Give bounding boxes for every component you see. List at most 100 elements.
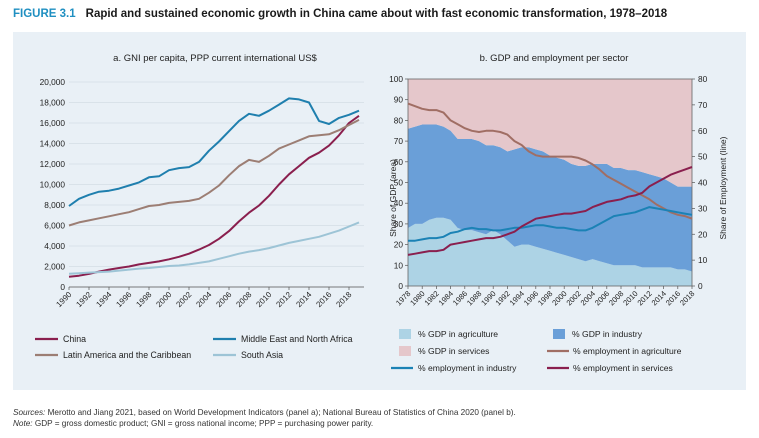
sources-text: Merotto and Jiang 2021, based on World D… <box>45 408 516 417</box>
legend-label-gdp-agriculture: % GDP in agriculture <box>418 329 498 339</box>
panel-b-y-tick-label: 70 <box>394 136 404 146</box>
legend-swatch-gdp-agriculture <box>399 329 411 339</box>
figure-header: FIGURE 3.1 Rapid and sustained economic g… <box>13 8 667 20</box>
panel-b-x-tick-label: 1982 <box>422 289 440 307</box>
legend-item-gdp-services: % GDP in services <box>399 346 489 356</box>
legend-label-gdp-industry: % GDP in industry <box>572 329 643 339</box>
panel-b-x-tick-label: 1992 <box>493 289 511 307</box>
panel-b-y-tick-label: 0 <box>398 281 403 291</box>
panel-b-x-tick-label: 2004 <box>579 289 597 307</box>
legend-item-emp-agriculture: % employment in agriculture <box>547 346 682 356</box>
panel-b-y-tick-label: 80 <box>394 115 404 125</box>
panel-b-y-tick-label: 30 <box>394 219 404 229</box>
series-line-latin-america-and-the-caribbean <box>68 119 360 227</box>
panel-a-title: a. GNI per capita, PPP current internati… <box>113 53 317 64</box>
panel-a-x-tick-label: 2018 <box>334 290 353 309</box>
panel-b-y2-tick-label: 80 <box>698 74 708 84</box>
panel-a-gni-chart: a. GNI per capita, PPP current internati… <box>40 53 364 309</box>
panel-a-x-tick-label: 2002 <box>174 290 193 309</box>
panel-b-y2-tick-label: 0 <box>698 281 703 291</box>
panel-b-employment-lines <box>407 102 693 256</box>
panel-b-y-tick-label: 90 <box>394 95 404 105</box>
area-gdp-in-services <box>408 79 692 187</box>
legend-label-mena: Middle East and North Africa <box>241 334 353 344</box>
panel-b-x-tick-label: 2000 <box>550 289 568 307</box>
panel-a-gridlines <box>69 81 364 288</box>
panel-b-title: b. GDP and employment per sector <box>480 53 629 64</box>
panel-b-y-tick-label: 100 <box>389 74 403 84</box>
panel-a-x-tick-label: 1990 <box>54 290 73 309</box>
panel-b-gdp-areas <box>407 78 693 287</box>
panel-b-sector-chart: b. GDP and employment per sector 0 10 20 30… <box>388 53 728 307</box>
panel-a-y-tick-label: 12,000 <box>40 159 66 169</box>
panel-b-x-tick-label: 2018 <box>678 289 696 307</box>
panel-a-x-tick-label: 1994 <box>94 290 113 309</box>
panel-a-x-tick-label: 2012 <box>274 290 293 309</box>
sources-label: Sources: <box>13 408 46 417</box>
panel-a-x-tick-label: 2004 <box>194 290 213 309</box>
panel-a-y-tick-label: 4,000 <box>44 241 65 251</box>
sources-line: Sources: Merotto and Jiang 2021, based o… <box>13 407 516 418</box>
panel-a-x-tick-label: 1996 <box>114 290 133 309</box>
panel-a-y-tick-label: 16,000 <box>40 118 66 128</box>
panel-b-y2-tick-label: 20 <box>698 229 708 239</box>
panel-b-y2-tick-label: 40 <box>698 178 708 188</box>
panel-b-y2-ticks: 0 10 20 30 40 50 60 70 80 <box>692 74 708 291</box>
panel-b-x-tick-label: 1980 <box>408 289 426 307</box>
legend-swatch-gdp-industry <box>553 329 565 339</box>
panel-b-x-tick-label: 2012 <box>635 289 653 307</box>
panel-b-y-axis-label: Share of GDP (area) <box>388 159 398 237</box>
panel-b-x-tick-label: 1984 <box>437 289 455 307</box>
panel-a-y-tick-label: 2,000 <box>44 262 65 272</box>
legend-item-gdp-industry: % GDP in industry <box>553 329 643 339</box>
panel-b-x-tick-label: 1994 <box>508 289 526 307</box>
panel-b-x-tick-label: 1978 <box>394 289 412 307</box>
footnotes: Sources: Merotto and Jiang 2021, based o… <box>13 407 516 429</box>
legend-label-emp-services: % employment in services <box>573 363 673 373</box>
legend-item-south-asia: South Asia <box>213 350 283 360</box>
panel-b-y2-axis-label: Share of Employment (line) <box>718 136 728 239</box>
panel-b-y2-tick-label: 30 <box>698 203 708 213</box>
note-text: GDP = gross domestic product; GNI = gros… <box>32 419 374 428</box>
legend-item-emp-industry: % employment in industry <box>391 363 517 373</box>
legend-swatch-gdp-services <box>399 346 411 356</box>
panel-a-x-tick-label: 2010 <box>254 290 273 309</box>
series-line-employment-in-services <box>407 166 693 256</box>
legend-item-lac: Latin America and the Caribbean <box>35 350 191 360</box>
series-line-employment-in-industry <box>408 206 693 242</box>
panel-b-y-tick-label: 50 <box>394 178 404 188</box>
panel-b-y2-tick-label: 50 <box>698 152 708 162</box>
panel-b-legend: % GDP in agriculture % GDP in industry %… <box>391 329 682 373</box>
panel-a-y-tick-label: 10,000 <box>40 180 66 190</box>
note-line: Note: GDP = gross domestic product; GNI … <box>13 418 516 429</box>
panel-a-y-tick-label: 14,000 <box>40 139 66 149</box>
legend-label-lac: Latin America and the Caribbean <box>63 350 191 360</box>
panel-a-x-tick-label: 1998 <box>134 290 153 309</box>
series-line-employment-in-agriculture <box>407 102 693 220</box>
panel-b-x-tick-label: 1998 <box>536 289 554 307</box>
panel-a-y-tick-label: 6,000 <box>44 221 65 231</box>
panel-a-y-tick-label: 8,000 <box>44 200 65 210</box>
panel-b-x-tick-label: 1988 <box>465 289 483 307</box>
series-line-south-asia <box>68 221 360 275</box>
area-gdp-in-agriculture <box>408 217 692 286</box>
note-label: Note: <box>13 419 33 428</box>
panel-b-y2-tick-label: 60 <box>698 126 708 136</box>
panel-b-x-tick-label: 2010 <box>621 289 639 307</box>
panel-a-y-tick-label: 18,000 <box>40 98 66 108</box>
panel-b-x-tick-label: 2006 <box>593 289 611 307</box>
legend-item-gdp-agriculture: % GDP in agriculture <box>399 329 498 339</box>
panel-b-y-tick-label: 10 <box>394 260 404 270</box>
panel-b-y2-tick-label: 70 <box>698 100 708 110</box>
panel-a-x-tick-label: 2014 <box>294 290 313 309</box>
panel-b-x-tick-label: 1990 <box>479 289 497 307</box>
legend-label-emp-industry: % employment in industry <box>418 363 517 373</box>
series-line-china <box>68 114 360 278</box>
panel-b-y-ticks: 0 10 20 30 40 50 60 70 80 90 100 <box>389 74 408 291</box>
panel-b-x-tick-label: 2002 <box>564 289 582 307</box>
legend-label-gdp-services: % GDP in services <box>418 346 489 356</box>
panel-b-x-tick-label: 2016 <box>664 289 682 307</box>
legend-label-emp-agriculture: % employment in agriculture <box>573 346 682 356</box>
panel-b-y-tick-label: 60 <box>394 157 404 167</box>
